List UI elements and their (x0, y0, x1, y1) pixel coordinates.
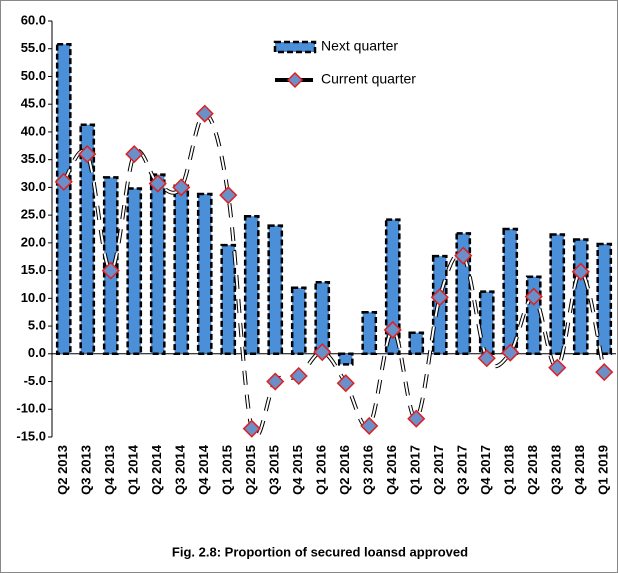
bar (290, 286, 307, 356)
y-tick-label: 60.0 (21, 12, 46, 27)
marker (477, 349, 496, 368)
marker (501, 343, 520, 362)
y-tick-label: 50.0 (21, 68, 46, 83)
x-tick-label: Q1 2019 (596, 445, 611, 495)
y-tick-label: 35.0 (21, 151, 46, 166)
x-tick-label: Q3 2015 (267, 445, 282, 495)
y-tick-label: 5.0 (28, 318, 46, 333)
x-tick-label: Q3 2013 (79, 445, 94, 495)
x-tick-label: Q2 2014 (149, 444, 164, 495)
marker (148, 174, 167, 193)
marker (172, 178, 191, 197)
x-tick-label: Q4 2014 (196, 444, 211, 495)
marker (101, 261, 120, 280)
x-tick-label: Q1 2018 (502, 445, 517, 495)
bar (126, 187, 143, 356)
marker (595, 363, 614, 382)
legend-swatch (273, 40, 317, 54)
bar (361, 310, 378, 356)
legend-label: Next quarter (321, 38, 398, 54)
bar (549, 233, 566, 356)
legend-marker (286, 71, 304, 89)
line-inner (62, 112, 606, 438)
bar (55, 43, 72, 356)
y-tick-label: 15.0 (21, 262, 46, 277)
marker (524, 287, 543, 306)
bar (596, 242, 613, 356)
marker (407, 409, 426, 428)
marker (360, 416, 379, 435)
y-tick-label: 45.0 (21, 96, 46, 111)
y-tick-label: 55.0 (21, 40, 46, 55)
y-tick-label: -10.0 (16, 401, 46, 416)
bar (149, 173, 166, 356)
x-tick-label: Q3 2016 (361, 445, 376, 495)
bar (384, 218, 401, 356)
x-tick-label: Q4 2017 (478, 445, 493, 495)
x-tick-label: Q4 2013 (102, 445, 117, 495)
bar (502, 227, 519, 356)
x-tick-label: Q2 2016 (337, 445, 352, 495)
y-tick-label: 30.0 (21, 179, 46, 194)
marker (78, 145, 97, 164)
bar (196, 192, 213, 356)
marker (54, 172, 73, 191)
x-tick-label: Q4 2016 (384, 445, 399, 495)
marker (571, 262, 590, 281)
chart-caption: Fig. 2.8: Proportion of secured loansd a… (172, 544, 468, 559)
y-tick-label: 40.0 (21, 123, 46, 138)
x-tick-label: Q1 2017 (408, 445, 423, 495)
bar (337, 352, 354, 366)
y-tick-label: 10.0 (21, 290, 46, 305)
bar (267, 224, 284, 356)
x-tick-label: Q2 2013 (55, 445, 70, 495)
x-tick-label: Q4 2015 (290, 445, 305, 495)
x-tick-label: Q2 2018 (525, 445, 540, 495)
x-tick-label: Q4 2018 (572, 445, 587, 495)
y-tick-label: 0.0 (28, 345, 46, 360)
bar (220, 243, 237, 356)
x-tick-label: Q3 2018 (549, 445, 564, 495)
bar (79, 123, 96, 356)
bar (314, 280, 331, 356)
marker (548, 358, 567, 377)
legend-label: Current quarter (321, 71, 416, 87)
marker (195, 104, 214, 123)
x-tick-label: Q3 2017 (455, 445, 470, 495)
bar (408, 331, 425, 356)
x-tick-label: Q1 2016 (314, 445, 329, 495)
x-tick-label: Q1 2014 (126, 444, 141, 495)
bar (478, 290, 495, 356)
x-tick-label: Q2 2017 (431, 445, 446, 495)
marker (336, 374, 355, 393)
marker (125, 145, 144, 164)
marker (242, 419, 261, 438)
y-tick-label: 20.0 (21, 234, 46, 249)
marker (266, 372, 285, 391)
marker (313, 343, 332, 362)
x-tick-label: Q1 2015 (220, 445, 235, 495)
y-tick-label: -5.0 (24, 373, 46, 388)
marker (219, 186, 238, 205)
marker (430, 288, 449, 307)
bar (243, 214, 260, 356)
x-tick-label: Q2 2015 (243, 445, 258, 495)
bar (173, 184, 190, 356)
y-tick-label: 25.0 (21, 207, 46, 222)
marker (454, 246, 473, 265)
marker (383, 320, 402, 340)
marker (289, 366, 308, 386)
y-tick-label: -15.0 (16, 428, 46, 443)
bar (572, 238, 589, 356)
x-tick-label: Q3 2014 (173, 444, 188, 495)
